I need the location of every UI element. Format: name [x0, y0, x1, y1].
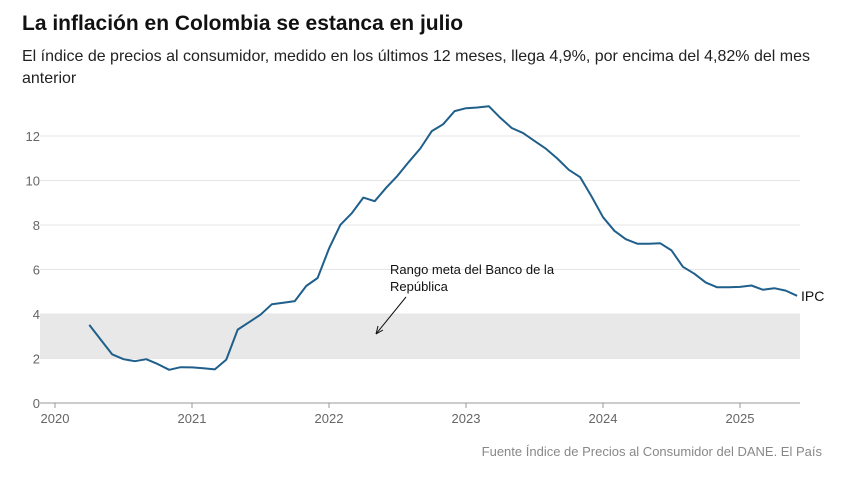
annotation-arrow [375, 296, 407, 335]
y-tick-label: 10 [26, 174, 40, 189]
y-tick-label: 8 [33, 218, 40, 233]
x-tick-label: 2023 [452, 411, 481, 426]
ipc-series-line [88, 105, 798, 371]
y-tick-label: 6 [33, 263, 40, 278]
y-tick-label: 2 [33, 352, 40, 367]
band-annotation-line1: Rango meta del Banco de la [390, 262, 555, 277]
x-tick-label: 2021 [178, 411, 207, 426]
arrow-head-icon [375, 325, 384, 335]
source-note: Fuente Índice de Precios al Consumidor d… [481, 444, 822, 459]
band-annotation-line2: República [390, 279, 449, 294]
y-tick-label: 4 [33, 307, 40, 322]
target-range-band [40, 314, 800, 359]
x-tick-label: 2022 [315, 411, 344, 426]
x-tick-label: 2024 [589, 411, 618, 426]
x-tick-label: 2020 [41, 411, 70, 426]
series-label-ipc: IPC [801, 288, 824, 304]
chart-subtitle: El índice de precios al consumidor, medi… [22, 48, 810, 87]
chart-title: La inflación en Colombia se estanca en j… [22, 12, 464, 35]
y-tick-label: 12 [26, 129, 40, 144]
x-tick-label: 2025 [726, 411, 755, 426]
y-tick-label: 0 [33, 396, 40, 411]
